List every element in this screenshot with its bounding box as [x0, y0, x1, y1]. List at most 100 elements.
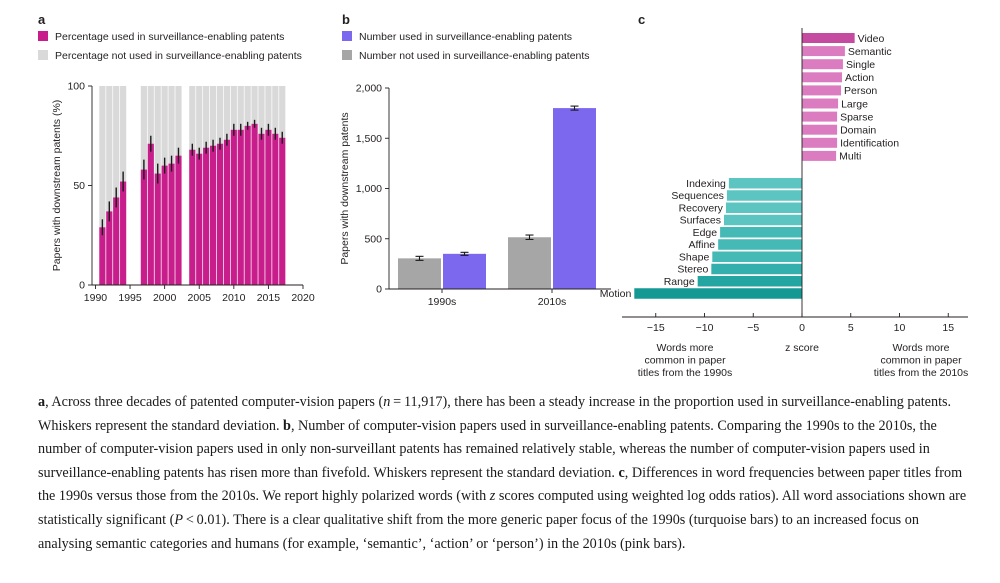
- bar-a-used-1994: [120, 181, 127, 285]
- caption-a-text-2: = 11,917), there has been a steady incre…: [38, 394, 952, 434]
- bar-b-1990s-0: [398, 258, 441, 289]
- bar-a-not-used-1997: [140, 86, 147, 170]
- bar-a-not-used-1991: [99, 86, 106, 228]
- caption-p-variable: P: [174, 511, 183, 528]
- bar-a-not-used-2011: [237, 86, 244, 130]
- xtick-label-a-2000: 2000: [153, 292, 177, 304]
- word-label-c-shape: Shape: [679, 251, 710, 263]
- xtick-label-a-2005: 2005: [188, 292, 212, 304]
- word-label-c-large: Large: [841, 98, 868, 110]
- bar-a-used-1998: [147, 143, 154, 285]
- bar-a-used-2013: [251, 123, 258, 285]
- bar-a-not-used-2013: [251, 86, 258, 124]
- xtick-label-a-1995: 1995: [118, 292, 142, 304]
- bar-c-stereo: [711, 263, 802, 275]
- bar-a-used-2015: [265, 129, 272, 285]
- caption-a-label: a: [38, 394, 46, 410]
- bar-c-domain: [802, 124, 838, 135]
- bar-b-2010s-0: [508, 237, 551, 289]
- bar-a-not-used-2014: [258, 86, 265, 134]
- word-label-c-edge: Edge: [693, 227, 718, 239]
- bar-c-single: [802, 59, 843, 70]
- word-label-c-sequences: Sequences: [671, 190, 724, 202]
- word-label-c-sparse: Sparse: [840, 111, 873, 123]
- xtick-label-c-5: 5: [848, 322, 854, 334]
- bar-a-used-2005: [196, 153, 203, 285]
- bar-a-not-used-2012: [244, 86, 251, 126]
- bar-a-used-2011: [237, 129, 244, 285]
- word-label-c-surfaces: Surfaces: [680, 215, 721, 227]
- legend-b-label-0: Number used in surveillance-enabling pat…: [359, 31, 572, 43]
- ytick-label-a-100: 100: [67, 81, 85, 93]
- bar-c-sequences: [726, 190, 802, 201]
- bar-a-not-used-2007: [209, 86, 217, 146]
- left-annotation-c-2: titles from the 1990s: [638, 367, 733, 379]
- legend-a-label-0: Percentage used in surveillance-enabling…: [55, 31, 284, 43]
- bar-a-not-used-1994: [120, 86, 127, 182]
- left-annotation-c-0: Words more: [657, 342, 714, 354]
- caption-c-text-2: scores computed using weighted log odds …: [38, 488, 967, 528]
- left-annotation-c-1: common in paper: [644, 355, 726, 367]
- bar-c-edge: [720, 227, 802, 238]
- ytick-label-a-50: 50: [73, 180, 85, 192]
- bar-a-used-2000: [161, 165, 168, 285]
- bar-c-large: [802, 98, 839, 109]
- bar-a-not-used-2006: [203, 86, 210, 148]
- right-annotation-c-0: Words more: [893, 342, 950, 354]
- ytick-label-b-0: 0: [376, 284, 382, 296]
- word-label-c-multi: Multi: [839, 151, 861, 163]
- caption-z-variable: z: [489, 488, 496, 505]
- xtick-label-c--5: −5: [747, 322, 759, 334]
- bar-a-not-used-2017: [279, 86, 286, 138]
- ytick-label-b-2000: 2,000: [356, 83, 382, 95]
- word-label-c-affine: Affine: [688, 239, 715, 251]
- bar-a-not-used-2000: [161, 86, 168, 166]
- xtick-label-c-0: 0: [799, 322, 805, 334]
- bar-a-not-used-2005: [196, 86, 203, 154]
- bar-a-used-2006: [203, 147, 210, 285]
- bar-a-not-used-1998: [147, 86, 154, 144]
- bar-a-not-used-2001: [168, 86, 175, 164]
- caption-b-text: , Number of computer-vision papers used …: [38, 417, 937, 481]
- bar-c-action: [802, 72, 842, 83]
- word-label-c-motion: Motion: [600, 288, 632, 300]
- bar-c-sparse: [802, 111, 838, 122]
- bar-b-2010s-1: [553, 108, 596, 289]
- figure-caption: a, Across three decades of patented comp…: [38, 391, 973, 556]
- panel-c-label: c: [638, 12, 645, 27]
- xtick-label-a-1990: 1990: [84, 292, 108, 304]
- panel-b-label: b: [342, 12, 350, 27]
- bar-c-motion: [634, 288, 802, 299]
- xtick-label-c-10: 10: [894, 322, 906, 334]
- bar-c-indexing: [728, 178, 802, 189]
- word-label-c-indexing: Indexing: [686, 178, 726, 190]
- right-annotation-c-1: common in paper: [880, 355, 962, 367]
- bar-c-person: [802, 85, 841, 96]
- ytick-label-b-500: 500: [364, 233, 382, 245]
- caption-n-variable: n: [383, 394, 391, 410]
- xtick-label-b-1990s: 1990s: [428, 296, 457, 308]
- bar-a-not-used-1993: [113, 86, 120, 198]
- bar-a-not-used-2008: [216, 86, 224, 144]
- bar-c-recovery: [725, 202, 802, 213]
- caption-c-text-3: < 0.01). There is a clear qualitative sh…: [38, 511, 919, 552]
- bar-a-used-2002: [175, 155, 182, 285]
- bar-a-not-used-1999: [154, 86, 161, 174]
- figure: a b c Percentage used in surveillance-enabl…: [38, 12, 969, 379]
- bar-c-shape: [712, 251, 802, 262]
- legend-a-swatch-1: [38, 50, 48, 60]
- bar-a-used-2008: [216, 143, 224, 285]
- bar-c-multi: [802, 150, 837, 161]
- word-label-c-person: Person: [844, 85, 877, 97]
- word-label-c-single: Single: [846, 59, 875, 71]
- word-label-c-domain: Domain: [840, 125, 876, 137]
- ylabel-a: Papers with downstream patents (%): [51, 100, 63, 272]
- xtick-label-b-2010s: 2010s: [538, 296, 567, 308]
- word-label-c-action: Action: [845, 72, 874, 84]
- right-annotation-c-2: titles from the 2010s: [874, 367, 969, 379]
- bar-a-used-2004: [189, 149, 196, 285]
- ytick-label-b-1000: 1,000: [356, 183, 382, 195]
- bar-a-not-used-2002: [175, 86, 182, 156]
- bar-a-used-1999: [154, 173, 161, 285]
- bar-c-range: [697, 276, 802, 287]
